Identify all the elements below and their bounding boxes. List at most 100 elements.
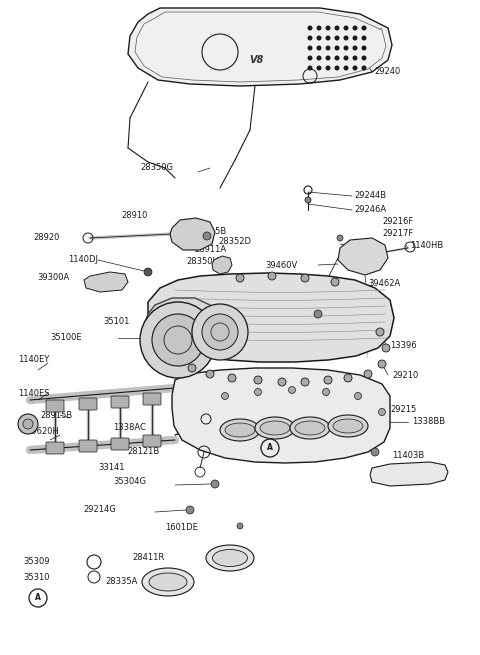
Text: 35310: 35310 [24,572,50,582]
Circle shape [152,314,204,366]
Text: 28910: 28910 [121,210,148,219]
Circle shape [308,66,312,71]
Text: 28411R: 28411R [133,553,165,563]
Circle shape [344,66,348,71]
Circle shape [202,314,238,350]
Text: 29240: 29240 [374,67,400,77]
Text: 1140ES: 1140ES [18,388,49,398]
Circle shape [337,235,343,241]
Circle shape [288,386,296,394]
Text: 29210: 29210 [392,371,418,379]
Polygon shape [135,12,386,82]
FancyBboxPatch shape [111,396,129,408]
FancyBboxPatch shape [143,435,161,447]
Text: 28352E: 28352E [346,240,378,250]
Text: 35101: 35101 [104,318,130,326]
Circle shape [361,66,367,71]
Polygon shape [170,218,215,250]
Circle shape [140,302,216,378]
Circle shape [23,419,33,429]
Circle shape [361,56,367,60]
Text: 1140HB: 1140HB [410,240,443,250]
Circle shape [344,45,348,50]
FancyBboxPatch shape [46,442,64,454]
Text: 29217F: 29217F [382,229,413,238]
Text: A: A [267,443,273,453]
Circle shape [325,35,331,41]
Ellipse shape [225,423,255,437]
Ellipse shape [213,550,248,567]
Circle shape [221,392,228,400]
Circle shape [236,274,244,282]
Text: 28915B: 28915B [40,411,72,419]
Circle shape [192,304,248,360]
Circle shape [335,26,339,31]
Text: 28350G: 28350G [140,164,173,172]
Text: 29216F: 29216F [382,217,413,227]
FancyBboxPatch shape [79,398,97,410]
Ellipse shape [328,415,368,437]
Circle shape [18,414,38,434]
Text: 39620H: 39620H [26,428,59,436]
Circle shape [308,35,312,41]
Text: 13396: 13396 [390,341,417,350]
Text: 33141: 33141 [98,462,125,472]
Polygon shape [370,462,448,486]
Circle shape [344,35,348,41]
Text: 35309: 35309 [24,557,50,567]
Text: 1338BB: 1338BB [412,417,445,426]
Circle shape [352,26,358,31]
Circle shape [316,56,322,60]
Text: 28911A: 28911A [194,246,226,255]
Circle shape [352,66,358,71]
Ellipse shape [142,568,194,596]
Circle shape [371,448,379,456]
Text: 39462A: 39462A [368,278,400,288]
Text: 28350H: 28350H [186,257,219,267]
Ellipse shape [295,421,325,435]
Circle shape [308,56,312,60]
Circle shape [308,45,312,50]
Circle shape [325,66,331,71]
Polygon shape [148,273,394,362]
Circle shape [364,370,372,378]
Circle shape [344,374,352,382]
Circle shape [361,35,367,41]
Circle shape [376,328,384,336]
Circle shape [352,45,358,50]
Polygon shape [172,368,390,463]
Circle shape [316,45,322,50]
Circle shape [278,378,286,386]
Text: 28411L: 28411L [392,470,423,479]
Circle shape [268,272,276,280]
Circle shape [308,26,312,31]
Ellipse shape [290,417,330,439]
Circle shape [254,376,262,384]
Circle shape [331,278,339,286]
Text: V8: V8 [249,55,263,65]
Circle shape [316,66,322,71]
FancyBboxPatch shape [79,440,97,452]
Polygon shape [145,298,216,358]
Text: 1140DJ: 1140DJ [68,255,98,265]
FancyBboxPatch shape [46,400,64,412]
Circle shape [316,26,322,31]
Circle shape [335,45,339,50]
FancyBboxPatch shape [143,393,161,405]
Text: 11403B: 11403B [392,451,424,460]
Text: 1601DE: 1601DE [165,523,198,531]
Circle shape [203,232,211,240]
Circle shape [325,45,331,50]
Circle shape [361,26,367,31]
Circle shape [237,523,243,529]
Text: 35100E: 35100E [50,333,82,343]
Ellipse shape [333,419,363,433]
Polygon shape [84,272,128,292]
Text: 29213C: 29213C [340,309,372,318]
Circle shape [352,56,358,60]
Circle shape [382,344,390,352]
Ellipse shape [206,545,254,571]
Polygon shape [212,256,232,274]
Circle shape [188,364,196,372]
Polygon shape [338,238,388,275]
